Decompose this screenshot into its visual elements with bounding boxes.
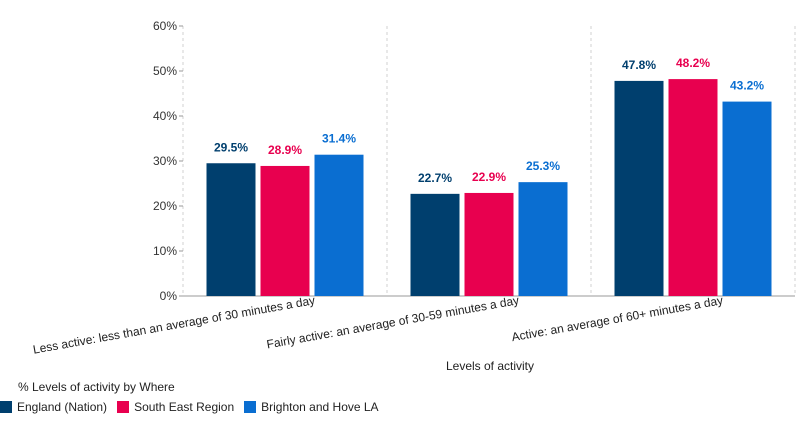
y-tick-label: 60% — [153, 19, 177, 33]
category-labels: Less active: less than an average of 30 … — [32, 293, 724, 356]
bar — [206, 163, 256, 296]
y-tick-label: 50% — [153, 64, 177, 78]
legend-item[interactable]: England (Nation) — [0, 400, 107, 414]
legend-label: Brighton and Hove LA — [261, 400, 379, 414]
data-label: 43.2% — [730, 79, 764, 93]
legend-item[interactable]: South East Region — [117, 400, 234, 414]
legend-swatch — [117, 401, 130, 413]
data-label: 25.3% — [526, 159, 560, 173]
legend: % Levels of activity by Where England (N… — [0, 380, 389, 414]
y-tick-label: 0% — [160, 289, 178, 303]
legend-title: % Levels of activity by Where — [18, 380, 175, 394]
bar — [518, 182, 568, 296]
data-label: 31.4% — [322, 132, 356, 146]
bar — [614, 80, 664, 297]
data-label: 22.7% — [418, 171, 452, 185]
bar — [722, 101, 772, 296]
data-label: 22.9% — [472, 170, 506, 184]
bars-group — [206, 79, 772, 297]
y-tick-label: 40% — [153, 109, 177, 123]
data-label: 47.8% — [622, 58, 656, 72]
legend-label: South East Region — [134, 400, 235, 414]
data-label: 28.9% — [268, 143, 302, 157]
legend-label: England (Nation) — [17, 400, 108, 414]
bar — [314, 154, 364, 296]
data-label: 29.5% — [214, 140, 248, 154]
legend-swatch — [0, 401, 12, 413]
bar — [464, 192, 514, 296]
bar — [260, 165, 310, 296]
legend-swatch — [244, 401, 257, 413]
x-axis-title: Levels of activity — [446, 359, 534, 373]
data-label: 48.2% — [676, 56, 710, 70]
legend-item[interactable]: Brighton and Hove LA — [244, 400, 379, 414]
data-labels: 29.5% 28.9% 31.4% 22.7% 22.9% 25.3% 47.8% 48.2%… — [214, 56, 764, 185]
y-tick-label: 10% — [153, 244, 177, 258]
bar — [410, 193, 460, 296]
y-tick-label: 30% — [153, 154, 177, 168]
y-tick-label: 20% — [153, 199, 177, 213]
category-label: Active: an average of 60+ minutes a day — [510, 293, 724, 344]
y-axis-ticks: 0% 10% 20% 30% 40% 50% 60% — [153, 19, 183, 303]
bar-chart: 0% 10% 20% 30% 40% 50% 60% 29.5% 28.9% 31.4% 22.7… — [32, 19, 796, 373]
legend-items: England (Nation) South East Region Brighto… — [0, 400, 389, 414]
bar — [668, 79, 718, 296]
